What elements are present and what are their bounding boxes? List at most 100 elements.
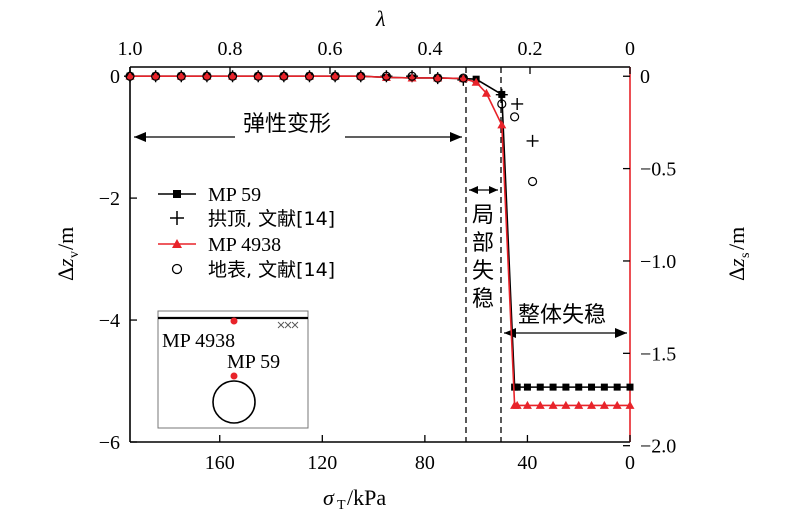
legend-mp4938: MP 4938 [158, 234, 281, 256]
y-right-ticks: 0 −0.5 −1.0 −1.5 −2.0 [623, 66, 676, 458]
local-annotation: 局 部 失 稳 [469, 186, 498, 312]
data-point-triangle [176, 71, 186, 80]
y-left-tick-label: −6 [99, 432, 120, 454]
legend-arch-marker [170, 211, 184, 225]
data-point-square [549, 383, 557, 391]
inset-hatch [277, 321, 299, 329]
svg-text:z: z [53, 258, 78, 268]
legend-mp4938-marker [172, 239, 182, 248]
data-point-triangle [381, 72, 391, 81]
global-arrow-left-head [504, 328, 516, 338]
data-point-circle [151, 71, 161, 81]
data-point-triangle [512, 400, 522, 409]
data-point-circle [202, 71, 212, 81]
x-bottom-tick-label: 80 [415, 452, 435, 474]
legend-arch: 拱顶, 文献[14] [170, 208, 335, 230]
data-point-circle [407, 71, 417, 81]
x-top-tick-label: 0.4 [418, 38, 443, 60]
svg-text:T: T [337, 498, 346, 513]
legend-mp59-label: MP 59 [208, 184, 261, 206]
data-point-triangle [330, 71, 340, 80]
inset-diagram: MP 4938 MP 59 [157, 310, 309, 429]
data-point-triangle [574, 400, 584, 409]
data-point-circle [433, 73, 443, 83]
data-point-circle [510, 112, 520, 122]
data-point-square [575, 383, 583, 391]
data-point-triangle [481, 88, 491, 97]
svg-text:Δ: Δ [724, 267, 749, 281]
inset-mp59-point [230, 372, 238, 380]
data-point-triangle [433, 73, 443, 82]
x-top-tick-label: 0.2 [518, 38, 543, 60]
data-point-circle [253, 71, 263, 81]
data-point-triangle [279, 71, 289, 80]
x-bottom-tick-label: 120 [307, 452, 337, 474]
elastic-arrow-left-head [134, 132, 146, 142]
x-bottom-ticks: 160 120 80 40 0 [205, 435, 635, 474]
series-2 [125, 71, 635, 409]
data-point-triangle [458, 74, 468, 83]
data-point-square [523, 383, 531, 391]
svg-text:σ: σ [323, 485, 335, 510]
data-point-triangle [625, 400, 635, 409]
data-point-circle [458, 73, 468, 83]
data-point-circle [381, 71, 392, 81]
elastic-arrow-right-head [450, 132, 462, 142]
data-point-triangle [497, 120, 507, 129]
y-left-tick-label: −2 [99, 188, 120, 210]
legend-mp59-marker [173, 190, 181, 198]
inset-mp4938-label: MP 4938 [162, 330, 235, 352]
data-point-circle [330, 71, 340, 81]
svg-text:Δ: Δ [53, 267, 78, 281]
data-point-square [626, 383, 634, 391]
data-point-triangle [522, 400, 532, 409]
y-right-tick-label: −1.5 [640, 343, 676, 365]
data-point-triangle [612, 400, 622, 409]
data-point-triangle [125, 71, 135, 80]
x-top-tick-label: 0 [625, 38, 635, 60]
data-point-circle [527, 176, 538, 187]
data-point-triangle [356, 71, 366, 80]
legend-surface-label: 地表, 文献[14] [208, 259, 335, 281]
data-point-triangle [253, 71, 263, 80]
data-point-square [536, 383, 544, 391]
local-label-2: 部 [472, 231, 494, 256]
data-point-triangle [535, 400, 545, 409]
inset-mp4938-point [230, 317, 238, 325]
data-point-triangle [228, 71, 238, 80]
x-bottom-tick-label: 0 [625, 452, 635, 474]
series-layer [124, 70, 635, 409]
global-label: 整体失稳 [518, 303, 606, 328]
data-point-square [588, 383, 596, 391]
svg-text:/kPa: /kPa [347, 485, 386, 510]
data-point-square [600, 383, 608, 391]
svg-text:λ: λ [375, 6, 386, 31]
data-point-circle [279, 71, 289, 81]
data-point-square [513, 383, 521, 391]
local-label-1: 局 [472, 203, 494, 228]
legend-surface-marker [171, 263, 183, 275]
svg-text:v: v [67, 251, 82, 258]
inset-tunnel [212, 380, 256, 424]
data-point-circle [176, 71, 186, 81]
x-top-ticks: 1.0 0.8 0.6 0.4 0.2 0 [118, 38, 635, 74]
legend-arch-label: 拱顶, 文献[14] [208, 208, 335, 230]
data-point-triangle [151, 71, 161, 80]
x-top-tick-label: 0.6 [318, 38, 343, 60]
y-right-tick-label: −2.0 [640, 436, 676, 458]
legend-surface: 地表, 文献[14] [171, 259, 335, 281]
data-point-circle [227, 71, 238, 81]
data-point-circle [304, 71, 315, 81]
svg-text:/m: /m [724, 227, 749, 250]
data-point-square [562, 383, 570, 391]
x-top-tick-label: 0.8 [218, 38, 243, 60]
y-left-tick-label: −4 [99, 310, 120, 332]
svg-text:/m: /m [53, 227, 78, 250]
series-3 [125, 71, 538, 187]
y-right-tick-label: −0.5 [640, 159, 676, 181]
x-bottom-tick-label: 40 [517, 452, 537, 474]
data-point-triangle [202, 71, 212, 80]
elastic-label: 弹性变形 [243, 112, 331, 137]
